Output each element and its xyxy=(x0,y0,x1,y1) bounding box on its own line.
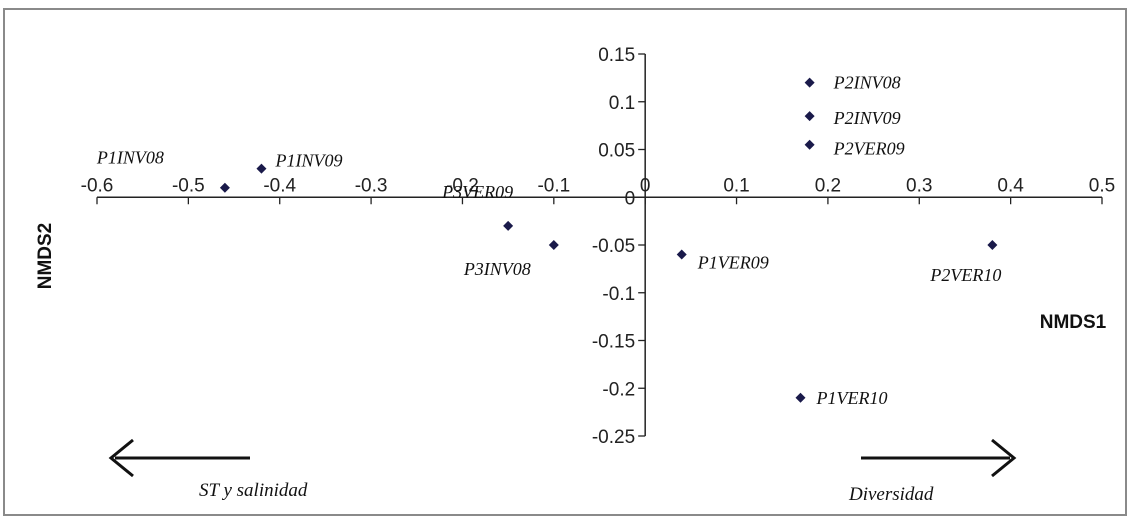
point-label: P1VER09 xyxy=(697,253,769,273)
x-tick-label: 0.5 xyxy=(1089,175,1115,196)
x-tick-label: 0.2 xyxy=(815,175,841,196)
x-tick-label: -0.3 xyxy=(355,175,388,196)
nmds-scatter-chart: -0.6 -0.5 -0.4 -0.3 -0.2 -0.1 0 0.1 0.2 0.3 0.4 0.5… xyxy=(35,45,1116,505)
point-marker xyxy=(256,163,267,174)
point-label: P2INV09 xyxy=(833,108,901,128)
point-label: P1VER10 xyxy=(816,388,888,408)
x-tick-label: 0.4 xyxy=(997,175,1024,196)
point-marker xyxy=(219,182,230,193)
point-label: P2INV08 xyxy=(833,73,901,93)
x-axis-title: NMDS1 xyxy=(1040,312,1107,333)
x-tick-label: -0.5 xyxy=(172,175,205,196)
y-tick-label: -0.25 xyxy=(592,427,635,448)
point-label: P2VER10 xyxy=(929,265,1001,285)
chart-frame: -0.6 -0.5 -0.4 -0.3 -0.2 -0.1 0 0.1 0.2 0.3 0.4 0.5… xyxy=(3,8,1127,516)
point-marker xyxy=(548,240,559,250)
y-tick-label: -0.1 xyxy=(602,284,635,305)
x-tick-label: -0.2 xyxy=(446,175,479,196)
x-tick-label: 0 xyxy=(640,175,651,196)
point-marker xyxy=(804,111,815,122)
y-tick-label: 0 xyxy=(625,188,636,209)
y-tick-label: 0.15 xyxy=(598,45,635,66)
point-label: P3VER09 xyxy=(441,182,513,202)
x-tick-label: -0.4 xyxy=(263,175,296,196)
y-ticks: 0.15 0.1 0.05 0 -0.05 -0.1 -0.15 -0.2 -0.25 xyxy=(592,45,646,448)
point-marker xyxy=(804,139,815,150)
data-points: P1INV08 P1INV09 P3VER09 P3INV08 P1VER09 P2INV… xyxy=(96,73,1001,408)
y-axis-title: NMDS2 xyxy=(35,223,56,290)
y-tick-label: 0.1 xyxy=(609,93,635,114)
annotation-left: ST y salinidad xyxy=(199,480,308,501)
point-marker xyxy=(987,240,998,250)
y-tick-label: -0.15 xyxy=(592,332,635,353)
x-tick-label: 0.3 xyxy=(906,175,932,196)
x-ticks: -0.6 -0.5 -0.4 -0.3 -0.2 -0.1 0 0.1 0.2 0.3 0.4 0.5 xyxy=(81,175,1115,205)
point-marker xyxy=(804,77,815,88)
annotations: ST y salinidad Diversidad xyxy=(108,438,1017,505)
axes: -0.6 -0.5 -0.4 -0.3 -0.2 -0.1 0 0.1 0.2 0.3 0.4 0.5… xyxy=(81,45,1116,448)
y-tick-label: -0.2 xyxy=(602,379,635,400)
x-tick-label: -0.1 xyxy=(537,175,570,196)
right-arrow-head xyxy=(991,438,1017,478)
point-label: P1INV09 xyxy=(274,151,342,171)
point-marker xyxy=(795,392,806,403)
x-tick-label: -0.6 xyxy=(81,175,114,196)
point-label: P2VER09 xyxy=(833,139,905,159)
annotation-right: Diversidad xyxy=(848,484,934,505)
point-label: P1INV08 xyxy=(96,148,164,168)
left-arrow-head xyxy=(108,438,134,478)
y-tick-label: -0.05 xyxy=(592,236,635,257)
point-marker xyxy=(503,220,514,231)
y-tick-label: 0.05 xyxy=(598,141,635,162)
x-tick-label: 0.1 xyxy=(723,175,749,196)
point-marker xyxy=(676,249,687,260)
point-label: P3INV08 xyxy=(463,259,531,279)
